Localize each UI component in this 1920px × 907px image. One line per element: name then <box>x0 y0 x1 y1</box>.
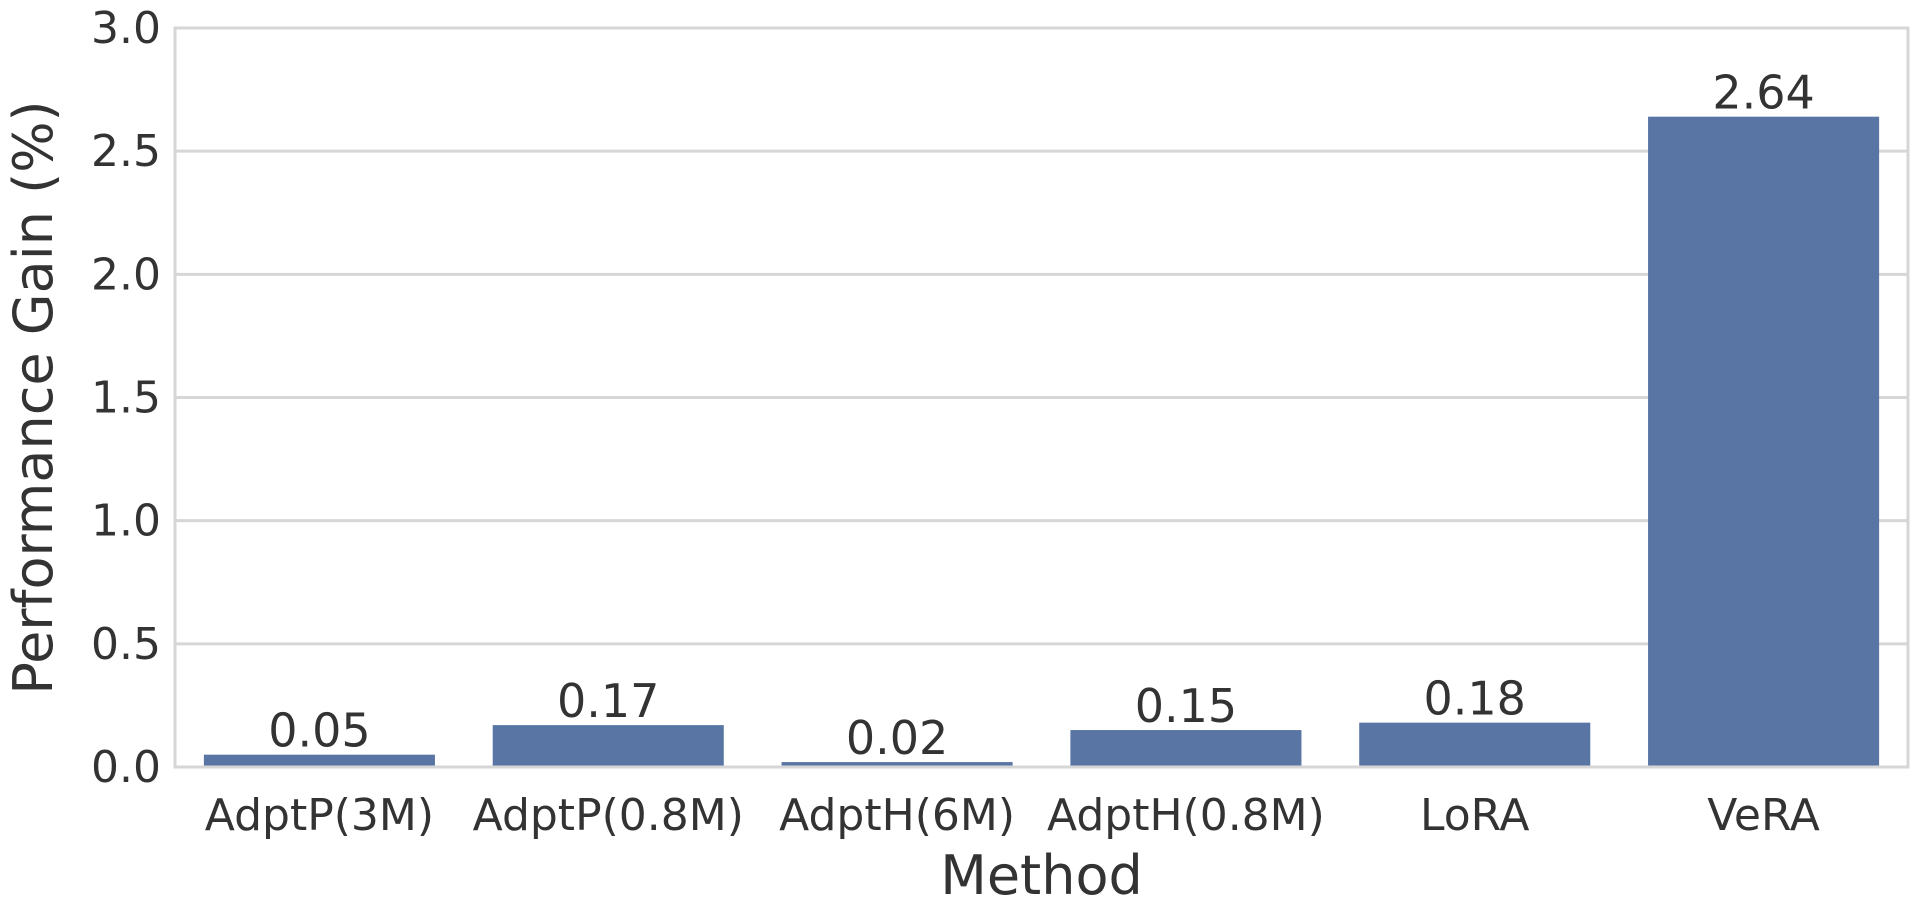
x-tick-label: VeRA <box>1707 790 1820 841</box>
bar <box>492 725 724 767</box>
x-tick-label: AdptP(0.8M) <box>473 790 744 841</box>
data-label: 0.15 <box>1135 679 1237 733</box>
data-label: 0.17 <box>557 674 659 728</box>
x-tick-labels: AdptP(3M) AdptP(0.8M) AdptH(6M) AdptH(0.8M)… <box>205 790 1820 841</box>
bar <box>203 754 435 767</box>
data-label: 0.05 <box>268 704 370 758</box>
data-labels: 0.05 0.17 0.02 0.15 0.18 2.64 <box>268 66 1815 765</box>
bar <box>1070 730 1302 767</box>
y-tick-label: 0.0 <box>91 742 161 793</box>
y-tick-label: 3.0 <box>91 3 161 54</box>
x-tick-label: LoRA <box>1420 790 1530 841</box>
y-tick-label: 2.5 <box>91 126 161 177</box>
y-axis-label: Performance Gain (%) <box>2 100 65 694</box>
data-label: 2.64 <box>1712 66 1814 120</box>
x-tick-label: AdptH(0.8M) <box>1047 790 1325 841</box>
plot-frame <box>173 26 1910 769</box>
data-label: 0.02 <box>846 711 948 765</box>
y-tick-label: 2.0 <box>91 249 161 300</box>
x-tick-label: AdptP(3M) <box>205 790 434 841</box>
bars <box>203 116 1880 768</box>
y-tick-label: 0.5 <box>91 619 161 670</box>
y-tick-labels: 0.0 0.5 1.0 1.5 2.0 2.5 3.0 <box>91 3 161 793</box>
x-tick-label: AdptH(6M) <box>779 790 1015 841</box>
bar <box>1359 722 1591 767</box>
bar <box>1648 116 1880 768</box>
y-tick-label: 1.5 <box>91 373 161 424</box>
data-label: 0.18 <box>1424 672 1526 726</box>
bar <box>781 762 1013 767</box>
x-axis-label: Method <box>940 844 1143 907</box>
y-tick-label: 1.0 <box>91 496 161 547</box>
